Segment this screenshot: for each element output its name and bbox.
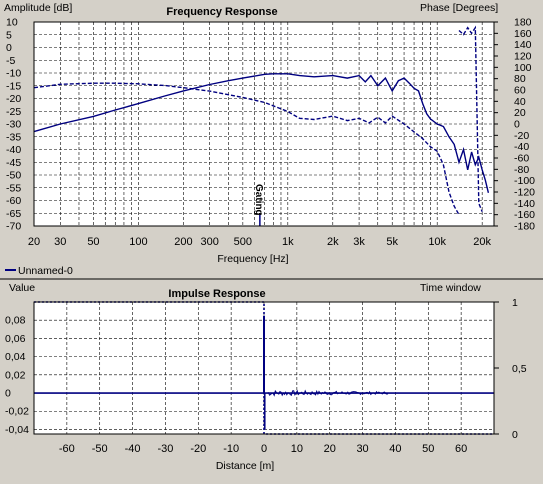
y-tick-label: -50 bbox=[6, 170, 21, 182]
y2-tick-label: 140 bbox=[514, 39, 532, 51]
x-tick-label: 60 bbox=[455, 443, 467, 455]
y2-tick-label: 0 bbox=[514, 119, 520, 131]
y2-tick-label: 1 bbox=[512, 297, 518, 309]
y-tick-label: 0 bbox=[6, 42, 12, 54]
y2-tick-label: 20 bbox=[514, 107, 526, 119]
x-tick-label: 20 bbox=[28, 236, 40, 248]
y-tick-label: 0,06 bbox=[5, 333, 26, 345]
x-tick-label: 10k bbox=[428, 236, 446, 248]
x-tick-label: 40 bbox=[389, 443, 401, 455]
x-tick-label: -60 bbox=[59, 443, 75, 455]
x-tick-label: 500 bbox=[234, 236, 252, 248]
frequency-response-panel: Amplitude [dB] Frequency Response Phase … bbox=[4, 2, 535, 277]
impulse-chart-title: Impulse Response bbox=[168, 288, 265, 300]
y2-tick-label: 0 bbox=[512, 429, 518, 441]
y-tick-label: -60 bbox=[6, 195, 21, 207]
x-tick-label: 30 bbox=[356, 443, 368, 455]
phase-axis-label: Phase [Degrees] bbox=[420, 2, 498, 14]
y-tick-label: -25 bbox=[6, 106, 21, 118]
y-tick-label: -40 bbox=[6, 144, 21, 156]
x-tick-label: 3k bbox=[353, 236, 365, 248]
x-tick-label: 50 bbox=[87, 236, 99, 248]
y2-tick-label: 0,5 bbox=[512, 363, 527, 375]
x-tick-label: 200 bbox=[174, 236, 192, 248]
x-tick-label: 20k bbox=[473, 236, 491, 248]
y-tick-label: -35 bbox=[6, 131, 21, 143]
y-tick-label: -55 bbox=[6, 182, 21, 194]
y2-tick-label: 180 bbox=[514, 17, 532, 29]
y2-tick-label: 160 bbox=[514, 28, 532, 40]
series-line-phase-hf bbox=[458, 25, 483, 213]
x-tick-label: 10 bbox=[291, 443, 303, 455]
y-tick-label: -30 bbox=[6, 119, 21, 131]
y2-tick-label: -140 bbox=[514, 198, 535, 210]
y-tick-label: -65 bbox=[6, 208, 21, 220]
x-tick-label: -50 bbox=[92, 443, 108, 455]
y2-tick-label: 120 bbox=[514, 51, 532, 63]
y-tick-label: -70 bbox=[6, 221, 21, 233]
y2-tick-label: -40 bbox=[514, 141, 529, 153]
x-tick-label: -30 bbox=[157, 443, 173, 455]
impulse-tick-labels: -60 -50 -40 -30 -20 -10 0 10 20 30 40 50 600,080,060… bbox=[5, 297, 527, 455]
x-tick-label: 100 bbox=[129, 236, 147, 248]
y-tick-label: -45 bbox=[6, 157, 21, 169]
series-line-phase bbox=[33, 82, 460, 216]
distance-axis-label: Distance [m] bbox=[216, 460, 274, 472]
x-tick-label: -20 bbox=[190, 443, 206, 455]
gating-annotation: Gating bbox=[253, 184, 264, 216]
y2-tick-label: -80 bbox=[514, 164, 529, 176]
time-window-axis-label: Time window bbox=[420, 282, 481, 294]
y-tick-label: -5 bbox=[6, 55, 15, 67]
frequency-plot-border bbox=[33, 21, 495, 227]
y-tick-label: -0,04 bbox=[5, 424, 29, 436]
y-tick-label: 0,04 bbox=[5, 351, 26, 363]
x-tick-label: 1k bbox=[282, 236, 294, 248]
frequency-tick-labels: 1050-5-10-15-20-25-30-35-40-45-50-55-60-… bbox=[6, 17, 535, 249]
amplitude-axis-label: Amplitude [dB] bbox=[4, 2, 72, 14]
series-line-unnamed-0 bbox=[33, 73, 490, 193]
frequency-chart-title: Frequency Response bbox=[166, 6, 277, 18]
y-tick-label: -15 bbox=[6, 80, 21, 92]
frequency-axis-label: Frequency [Hz] bbox=[217, 253, 288, 265]
x-tick-label: 300 bbox=[201, 236, 219, 248]
impulse-tail bbox=[267, 389, 389, 397]
y2-tick-label: 80 bbox=[514, 73, 526, 85]
x-tick-label: 20 bbox=[324, 443, 336, 455]
x-tick-label: 30 bbox=[54, 236, 66, 248]
y2-tick-label: -120 bbox=[514, 187, 535, 199]
y-tick-label: -0,02 bbox=[5, 406, 29, 418]
y2-tick-label: -20 bbox=[514, 130, 529, 142]
y-tick-label: -10 bbox=[6, 68, 21, 80]
y2-tick-label: 60 bbox=[514, 85, 526, 97]
y-tick-label: 5 bbox=[6, 29, 12, 41]
legend-entry[interactable]: Unnamed-0 bbox=[18, 265, 73, 277]
x-tick-label: -40 bbox=[125, 443, 141, 455]
impulse-response-panel: Value Impulse Response Time window -60 -5… bbox=[5, 282, 527, 472]
y2-tick-label: -180 bbox=[514, 221, 535, 233]
y-tick-label: 10 bbox=[6, 17, 18, 29]
y2-tick-label: -160 bbox=[514, 209, 535, 221]
y-tick-label: -20 bbox=[6, 93, 21, 105]
x-tick-label: 5k bbox=[386, 236, 398, 248]
frequency-series bbox=[33, 25, 490, 226]
x-tick-label: 2k bbox=[327, 236, 339, 248]
y-tick-label: 0,02 bbox=[5, 369, 26, 381]
y-tick-label: 0 bbox=[5, 388, 11, 400]
y2-tick-label: 100 bbox=[514, 62, 532, 74]
y2-tick-label: 40 bbox=[514, 96, 526, 108]
y2-tick-label: -100 bbox=[514, 175, 535, 187]
x-tick-label: 50 bbox=[422, 443, 434, 455]
x-tick-label: 0 bbox=[261, 443, 267, 455]
value-axis-label: Value bbox=[9, 282, 35, 294]
impulse-plot-border bbox=[33, 301, 495, 435]
y-tick-label: 0,08 bbox=[5, 315, 26, 327]
y2-tick-label: -60 bbox=[514, 153, 529, 165]
x-tick-label: -10 bbox=[223, 443, 239, 455]
